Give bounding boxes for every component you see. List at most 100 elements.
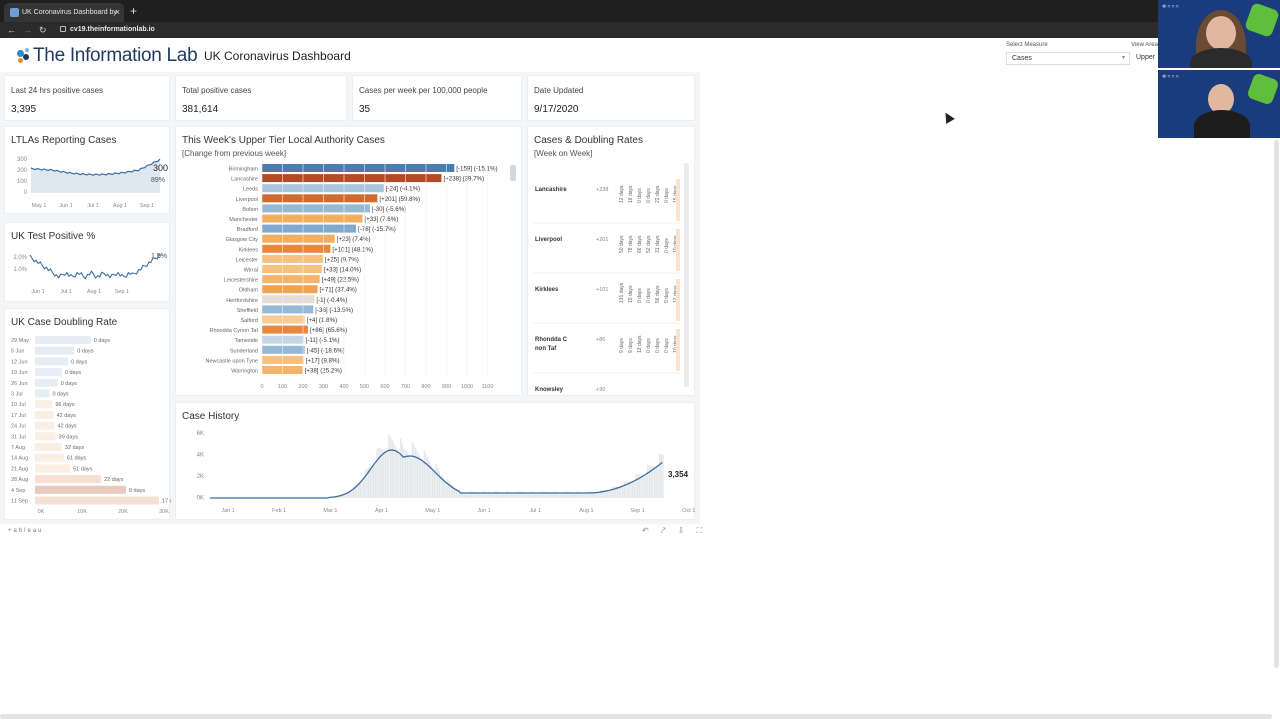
history-bar — [473, 491, 476, 498]
history-bar — [534, 492, 536, 498]
back-icon[interactable]: ← — [7, 25, 16, 35]
history-bar — [388, 434, 390, 498]
doubling-bar — [35, 346, 75, 355]
utla-change-label: [+33] (7.6%) — [364, 216, 398, 223]
history-bar — [408, 455, 410, 498]
day-label: 9 days — [664, 288, 670, 303]
doubling-rate-tile: UK Case Doubling Rate 29 May 0 days 5 Jun 0… — [4, 308, 171, 521]
doubling-bar — [35, 410, 54, 419]
utla-row-label: Bradford — [237, 227, 258, 233]
tableau-cam-logo: ✲ ≈ ≈ ≈ — [1162, 4, 1179, 10]
tableau-logo[interactable]: +ableau — [8, 528, 44, 534]
mouse-cursor — [941, 110, 955, 124]
day-label: 52 days — [646, 235, 652, 253]
history-bar — [458, 488, 461, 498]
measure-label: Select Measure — [1006, 42, 1048, 48]
ltla-value-label: 300 — [153, 163, 168, 173]
address-bar[interactable]: cv19.theinformationlab.io — [60, 24, 660, 36]
test-positive-chart[interactable]: 2.0% 1.0% Jun 1 Jul 1 Aug 1 Sep 1 1.5% — [5, 223, 171, 303]
y-tick-label: 0 — [24, 190, 28, 196]
history-bar — [337, 496, 340, 498]
row-label: 31 Jul — [11, 434, 26, 440]
history-bar — [579, 491, 582, 498]
day-label: 18 days — [628, 185, 634, 203]
doubling-scrollbar[interactable] — [684, 163, 689, 387]
utla-bar-chart[interactable]: Birmingham [-159] (-15.1%) Lancashire [+238… — [176, 127, 523, 397]
history-bar — [564, 491, 567, 498]
view-area-dropdown[interactable]: Upper — [1136, 54, 1156, 61]
history-bar — [371, 465, 373, 498]
doubling-bar — [35, 368, 62, 377]
measure-dropdown[interactable]: Cases ▾ — [1006, 52, 1130, 65]
utla-row-label: Leicestershire — [224, 278, 258, 284]
row-label: 7 Aug — [11, 445, 25, 451]
history-bar — [465, 492, 467, 498]
doubling-bar — [35, 496, 159, 505]
utla-change-label: [-78] (-15.7%) — [358, 226, 396, 233]
y-tick-label: 2.0% — [13, 255, 27, 261]
bar-label: 96 days — [55, 402, 75, 408]
x-tick-label: 600 — [380, 384, 389, 390]
new-tab-button[interactable]: + — [130, 4, 138, 18]
y-axis: 2.0% 1.0% — [13, 255, 27, 273]
case-history-chart[interactable]: 3,354 6K 4K 2K 0K Jan 1 Feb 1 Mar 1 Apr 1 May 1 J… — [176, 403, 696, 521]
share-icon[interactable]: ⤤ — [660, 526, 666, 535]
download-icon[interactable]: ⇩ — [677, 526, 685, 535]
doubling-bar — [35, 432, 56, 441]
row-name: Knowsley — [535, 387, 564, 393]
history-bar — [389, 436, 392, 498]
history-bar — [563, 493, 565, 498]
utla-row-label: Bolton — [242, 207, 258, 213]
x-tick-label: 700 — [401, 384, 410, 390]
history-bar — [522, 492, 525, 498]
history-bar — [349, 491, 351, 498]
utla-row-label: Leeds — [243, 187, 258, 193]
doubling-rates-table[interactable]: Lancashire +238 12 days 18 days 0 days 0 days… — [528, 127, 695, 396]
brand-logo[interactable]: The Information Lab — [15, 44, 198, 68]
logo-dots-icon — [15, 47, 31, 65]
utla-bar — [262, 214, 363, 223]
x-tick-label: 30K — [159, 509, 169, 515]
utla-bar — [262, 345, 305, 354]
history-bar — [611, 486, 614, 498]
history-bar — [381, 448, 383, 498]
y-tick-label: 1.0% — [13, 267, 27, 273]
y-tick-label: 2K — [197, 474, 204, 480]
row-label: 19 Jun — [11, 370, 28, 376]
history-bar — [401, 443, 404, 498]
history-bar — [620, 486, 622, 498]
history-bar — [342, 494, 345, 498]
page-scrollbar[interactable] — [1274, 140, 1279, 668]
x-tick-label: 100 — [278, 384, 287, 390]
history-bar — [633, 481, 636, 498]
utla-row-label: Wirral — [244, 268, 258, 274]
utla-scrollbar[interactable] — [510, 165, 516, 181]
utla-bar — [262, 295, 315, 304]
utla-bar — [262, 184, 384, 193]
history-bar — [416, 451, 419, 498]
history-bar — [400, 438, 402, 498]
row-label: 14 Aug — [11, 456, 28, 462]
history-bar — [556, 491, 558, 498]
history-bar — [526, 492, 528, 498]
tp-value-label: 1.5% — [151, 253, 167, 260]
browser-tab[interactable]: UK Coronavirus Dashboard by × — [4, 3, 124, 22]
history-bar — [578, 491, 580, 498]
revert-icon[interactable]: ↶ — [642, 526, 649, 535]
history-bar — [655, 466, 657, 498]
history-bar — [635, 474, 637, 498]
day-label: 15 days — [628, 285, 634, 303]
fullscreen-icon[interactable]: ⛶ — [696, 526, 703, 535]
brand-name: The Information Lab — [33, 45, 198, 66]
history-bar — [472, 491, 474, 498]
horizontal-scrollbar[interactable] — [0, 714, 1272, 719]
ltla-chart[interactable]: 300 200 100 0 May 1 Jun 1 Jul 1 Aug 1 Sep 1 300… — [5, 127, 171, 215]
x-tick-label: 200 — [298, 384, 307, 390]
forward-icon[interactable]: → — [23, 25, 32, 35]
utla-bar — [262, 305, 314, 314]
close-tab-icon[interactable]: × — [114, 7, 120, 17]
history-bar — [601, 490, 604, 498]
history-line — [210, 449, 663, 499]
reload-icon[interactable]: ↻ — [39, 25, 47, 35]
doubling-rate-chart[interactable]: 29 May 0 days 5 Jun 0 days 12 Jun 0 days 19 Ju… — [5, 309, 171, 521]
